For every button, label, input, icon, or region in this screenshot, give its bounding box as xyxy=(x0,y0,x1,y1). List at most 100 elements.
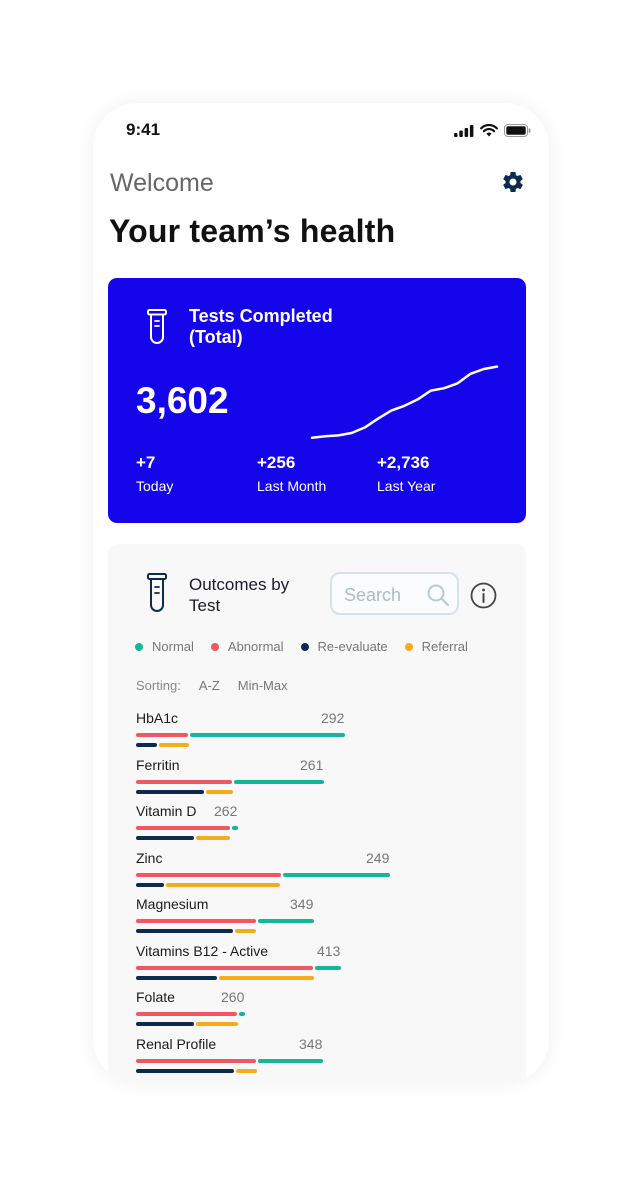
status-time: 9:41 xyxy=(126,120,161,139)
legend-item-normal: Normal xyxy=(135,639,194,654)
normal-bar xyxy=(283,872,390,877)
normal-bar xyxy=(190,733,345,737)
referral-bar xyxy=(206,789,233,794)
test-name: Vitamin D xyxy=(136,803,197,819)
abnormal-bar xyxy=(136,965,313,970)
normal-bar xyxy=(258,919,314,923)
test-row[interactable]: Vitamin D 262 xyxy=(136,803,496,849)
legend-dot-normal xyxy=(135,642,143,651)
status-icons xyxy=(454,124,531,137)
test-count: 292 xyxy=(321,710,345,726)
test-name: HbA1c xyxy=(136,710,179,726)
referral-bar xyxy=(159,743,189,747)
test-count: 262 xyxy=(214,803,238,819)
sort-a-z-button[interactable]: A-Z xyxy=(198,678,220,693)
referral-bar xyxy=(219,975,314,980)
stat-last-month-label: Last Month xyxy=(257,478,327,494)
test-tube-icon xyxy=(147,573,167,612)
test-name: Zinc xyxy=(136,849,163,866)
outcomes-title: Outcomes by Test xyxy=(189,575,290,615)
test-name: Magnesium xyxy=(136,896,209,912)
reevaluate-bar xyxy=(136,929,233,933)
test-row[interactable]: Ferritin 261 xyxy=(136,757,496,803)
page-title: Your team’s health xyxy=(109,213,396,249)
stat-last-month-value: +256 xyxy=(257,453,296,472)
legend-item-reevaluate: Re-evaluate xyxy=(300,639,388,654)
abnormal-bar xyxy=(136,1058,256,1063)
stat-today-label: Today xyxy=(136,478,174,494)
sort-min-max-button[interactable]: Min-Max xyxy=(237,678,288,693)
referral-bar xyxy=(166,882,280,887)
stat-today-value: +7 xyxy=(136,453,156,472)
tests-trend-line xyxy=(310,365,499,440)
test-count: 413 xyxy=(317,942,341,959)
legend-dot-reevaluate xyxy=(300,642,309,651)
legend-dot-abnormal xyxy=(210,642,219,651)
sorting-controls: Sorting: A-Z Min-Max xyxy=(136,678,288,693)
normal-bar xyxy=(234,779,324,784)
test-row[interactable]: HbA1c 292 xyxy=(136,710,496,756)
test-row[interactable]: Zinc 249 xyxy=(136,850,496,896)
status-bar: 9:41 xyxy=(93,103,549,159)
normal-bar xyxy=(258,1058,323,1063)
test-count: 260 xyxy=(221,989,245,1005)
test-name: Vitamins B12 - Active xyxy=(136,942,269,959)
legend-item-abnormal: Abnormal xyxy=(210,639,284,654)
reevaluate-bar xyxy=(136,1022,194,1026)
normal-bar xyxy=(239,1012,245,1016)
search-icon[interactable] xyxy=(426,583,450,607)
gear-icon[interactable] xyxy=(501,170,525,194)
reevaluate-bar xyxy=(136,789,204,794)
cellular-signal-icon xyxy=(454,124,474,137)
card-title: Tests Completed (Total) xyxy=(189,306,333,347)
test-name: Renal Profile xyxy=(136,1035,217,1052)
reevaluate-bar xyxy=(136,882,164,887)
test-tube-icon xyxy=(147,309,167,344)
battery-icon xyxy=(504,124,531,137)
phone-screen: 9:41 Welcome Your team’s health xyxy=(93,103,549,1083)
test-row[interactable]: Magnesium 349 xyxy=(136,896,496,942)
normal-bar xyxy=(232,826,238,830)
test-count: 249 xyxy=(366,849,390,866)
test-name: Folate xyxy=(136,989,175,1005)
test-count: 348 xyxy=(299,1035,323,1052)
referral-bar xyxy=(196,836,230,840)
info-icon[interactable] xyxy=(470,582,497,609)
total-tests-value: 3,602 xyxy=(136,380,229,421)
legend-dot-referral xyxy=(404,642,413,651)
reevaluate-bar xyxy=(136,836,194,840)
reevaluate-bar xyxy=(136,975,217,980)
legend-label-referral: Referral xyxy=(421,639,468,654)
tests-completed-card[interactable]: Tests Completed (Total) 3,602 +7 Today +… xyxy=(108,278,526,523)
search-box[interactable] xyxy=(330,572,459,615)
test-count: 261 xyxy=(300,756,324,773)
legend-label-abnormal: Abnormal xyxy=(227,639,284,654)
stat-last-year-label: Last Year xyxy=(377,478,436,494)
legend-label-reevaluate: Re-evaluate xyxy=(317,639,388,654)
stat-last-month: +256 Last Month xyxy=(257,453,326,494)
reevaluate-bar xyxy=(136,743,157,747)
stat-today: +7 Today xyxy=(136,453,173,494)
normal-bar xyxy=(315,965,341,970)
wifi-icon xyxy=(480,124,498,137)
reevaluate-bar xyxy=(136,1068,234,1073)
outcome-legend: Normal Abnormal Re-evaluate Referral xyxy=(135,639,485,654)
stat-last-year: +2,736 Last Year xyxy=(377,453,435,494)
abnormal-bar xyxy=(136,872,281,877)
abnormal-bar xyxy=(136,779,232,784)
test-row[interactable]: Vitamins B12 - Active 413 xyxy=(136,943,496,989)
search-input[interactable] xyxy=(342,584,428,607)
referral-bar xyxy=(236,1068,257,1073)
test-row[interactable]: Renal Profile 348 xyxy=(136,1036,496,1082)
outcomes-by-test-card: Outcomes by Test Normal Abnormal xyxy=(108,544,526,1083)
abnormal-bar xyxy=(136,919,256,923)
abnormal-bar xyxy=(136,1012,237,1016)
test-name: Ferritin xyxy=(136,756,180,773)
abnormal-bar xyxy=(136,733,188,737)
referral-bar xyxy=(235,929,256,933)
welcome-text: Welcome xyxy=(110,169,214,197)
abnormal-bar xyxy=(136,826,230,830)
test-row[interactable]: Folate 260 xyxy=(136,989,496,1035)
referral-bar xyxy=(196,1022,238,1026)
legend-item-referral: Referral xyxy=(404,639,468,654)
